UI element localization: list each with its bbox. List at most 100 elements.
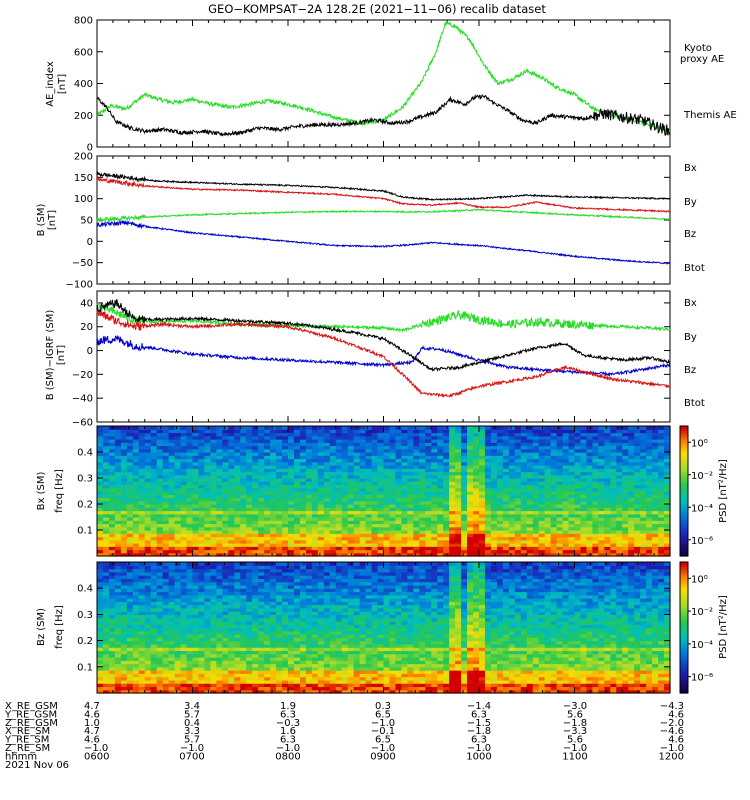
spectrogram-cell — [461, 442, 468, 447]
spectrogram-cell — [473, 500, 480, 505]
spectrogram-cell — [120, 607, 128, 612]
spectrogram-cell — [162, 676, 170, 681]
spectrogram-cell — [108, 627, 116, 632]
spectrogram-cell — [353, 452, 361, 456]
spectrogram-cell — [144, 543, 152, 547]
spectrogram-cell — [341, 552, 349, 557]
spectrogram-cell — [222, 474, 229, 479]
spectrogram-cell — [616, 530, 623, 534]
spectrogram-cell — [365, 442, 373, 447]
colorbar-swatch — [680, 484, 688, 488]
spectrogram-cell — [490, 461, 498, 466]
spectrogram-cell — [532, 517, 540, 521]
spectrogram-cell — [222, 497, 229, 502]
spectrogram-cell — [598, 455, 605, 460]
spectrogram-cell — [192, 487, 200, 492]
spectrogram-cell — [162, 591, 170, 596]
spectrogram-cell — [592, 448, 599, 453]
spectrogram-cell — [282, 478, 289, 482]
spectrogram-cell — [544, 432, 552, 437]
spectrogram-cell — [132, 517, 140, 521]
spectrogram-cell — [162, 461, 170, 466]
spectrogram-cell — [568, 526, 576, 531]
spectrogram-cell — [138, 650, 146, 655]
spectrogram-cell — [162, 552, 170, 557]
spectrogram-cell — [276, 432, 283, 437]
spectrogram-cell — [496, 461, 504, 466]
spectrogram-cell — [186, 471, 194, 476]
spectrogram-cell — [114, 507, 122, 512]
spectrogram-cell — [550, 494, 558, 499]
spectrogram-cell — [120, 656, 128, 661]
spectrogram-cell — [162, 523, 170, 528]
spectrogram-cell — [288, 435, 295, 440]
spectrogram-cell — [347, 474, 355, 479]
spectrogram-cell — [401, 478, 408, 482]
spectrogram-cell — [204, 500, 212, 505]
spectrogram-cell — [556, 549, 564, 554]
spectrogram-cell — [389, 435, 397, 440]
spectrogram-cell — [126, 562, 134, 566]
spectrogram-cell — [329, 497, 337, 502]
spectrogram-cell — [359, 426, 367, 430]
spectrogram-cell — [97, 513, 104, 518]
spectrogram-cell — [586, 435, 594, 440]
spectrogram-cell — [347, 530, 355, 534]
spectrogram-cell — [335, 455, 343, 460]
spectrogram-cell — [180, 656, 188, 661]
spectrogram-cell — [252, 474, 259, 479]
spectrogram-cell — [520, 510, 528, 515]
spectrogram-cell — [604, 500, 611, 505]
spectrogram-cell — [311, 507, 319, 512]
spectrogram-cell — [102, 634, 110, 638]
spectrogram-cell — [97, 660, 104, 665]
spectrogram-cell — [144, 487, 152, 492]
spectrogram-cell — [293, 435, 301, 440]
colorbar-frame — [679, 425, 689, 557]
colorbar-swatch — [680, 478, 688, 481]
spectrogram-cell — [502, 497, 510, 502]
spectrogram-cell — [401, 520, 408, 525]
spectrogram-cell — [198, 686, 206, 691]
spectrogram-cell — [174, 504, 182, 508]
spectrogram-cell — [455, 471, 462, 476]
spectrogram-cell — [341, 500, 349, 505]
spectrogram-cell — [317, 471, 325, 476]
spectrogram-cell — [610, 461, 617, 466]
spectrogram-cell — [252, 546, 259, 551]
spectrogram-cell — [108, 640, 116, 645]
spectrogram-cell — [634, 520, 641, 525]
spectrogram-cell — [150, 533, 158, 538]
spectrogram-cell — [359, 543, 367, 547]
spectrogram-cell — [270, 497, 277, 502]
spectrogram-cell — [407, 429, 414, 434]
spectrogram-cell — [180, 487, 188, 492]
spectrogram-cell — [222, 471, 229, 476]
spectrogram-cell — [222, 468, 229, 473]
spectrogram-cell — [180, 666, 188, 671]
spectrogram-cell — [431, 429, 438, 434]
spectrogram-cell — [335, 426, 343, 430]
spectrogram-cell — [502, 471, 510, 476]
spectrogram-cell — [616, 455, 623, 460]
spectrogram-cell — [329, 549, 337, 554]
spectrogram-cell — [252, 526, 259, 531]
spectrogram-cell — [329, 435, 337, 440]
spectrogram-cell — [156, 445, 164, 450]
spectrogram-cell — [311, 526, 319, 531]
spectrogram-cell — [395, 432, 403, 437]
spectrogram-cell — [198, 517, 206, 521]
spectrogram-cell — [252, 452, 259, 456]
spectrogram-cell — [228, 513, 235, 518]
spectrogram-cell — [252, 494, 259, 499]
spectrogram-cell — [449, 445, 456, 450]
spectrogram-cell — [640, 478, 647, 482]
spectrogram-cell — [574, 432, 582, 437]
y-tick-label: −40 — [72, 394, 93, 405]
spectrogram-cell — [216, 439, 223, 443]
spectrogram-cell — [144, 656, 152, 661]
spectrogram-cell — [353, 500, 361, 505]
spectrogram-cell — [150, 481, 158, 486]
spectrogram-cell — [138, 620, 146, 625]
spectrogram-cell — [413, 481, 420, 486]
